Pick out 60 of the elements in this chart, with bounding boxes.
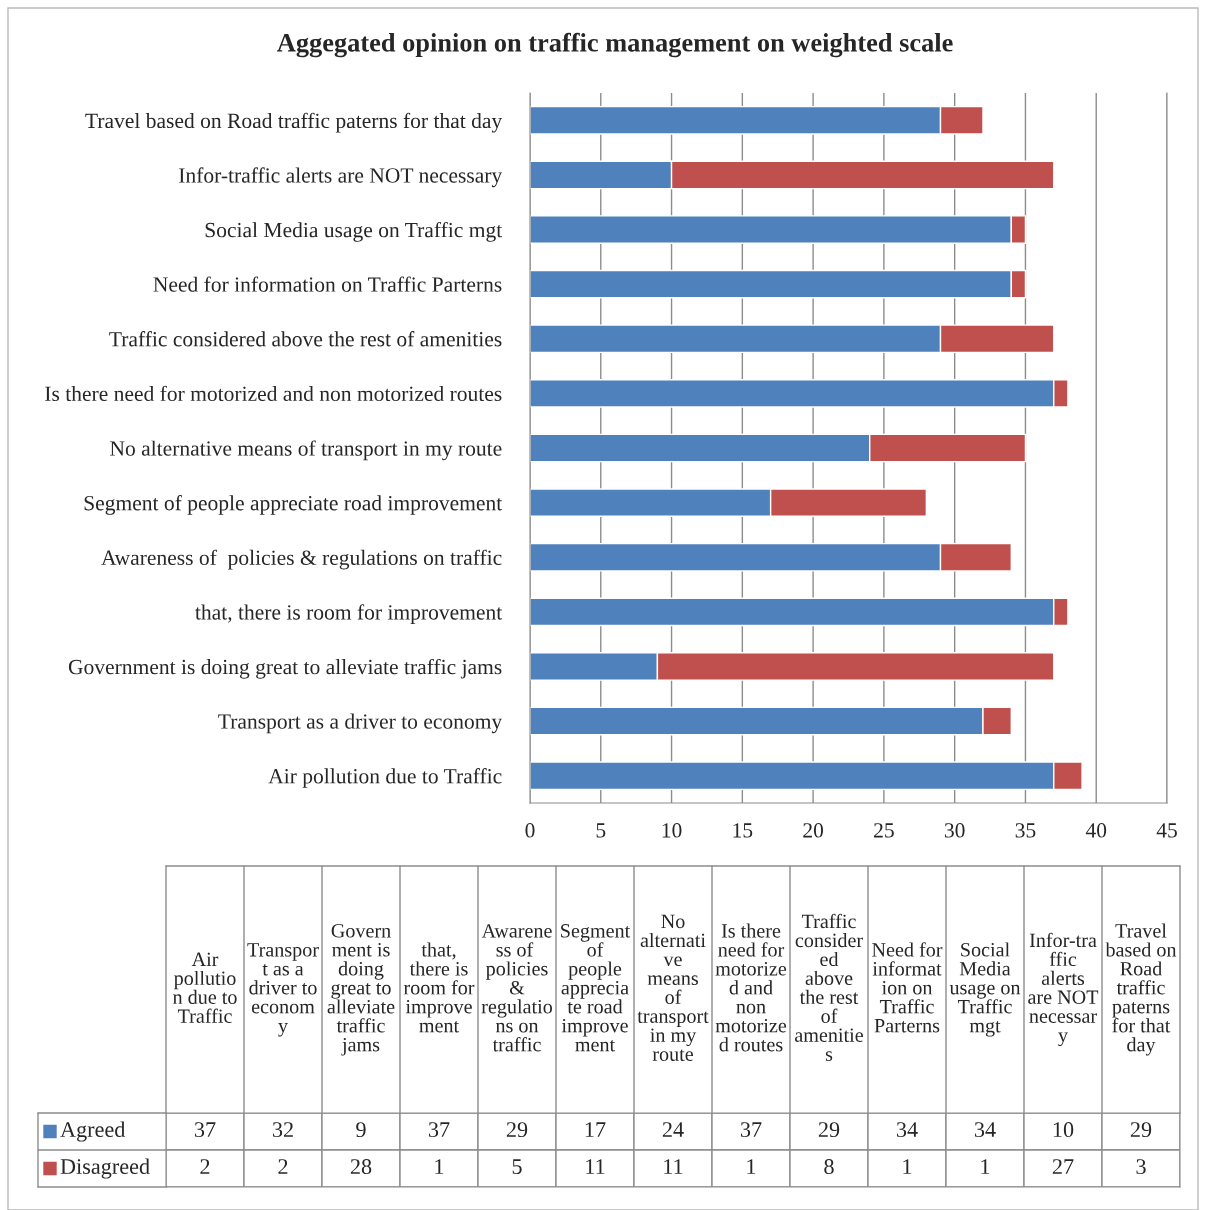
x-tick-label: 20	[803, 823, 824, 838]
chart-title: Aggegated opinion on traffic management on weighted scale	[277, 32, 953, 58]
data-label: 37	[740, 1122, 762, 1138]
x-tick-label: 5	[596, 823, 606, 838]
x-tick-label: Is there need for motorized and non motorized routes	[715, 923, 787, 1052]
y-tick-label: Segment of people appreciate road improvement	[84, 495, 503, 515]
data-label: 37	[194, 1122, 216, 1138]
x-tick-label: 15	[733, 823, 753, 838]
y-tick-label: Social Media usage on Traffic mgt	[205, 221, 503, 242]
y-tick-label: No alternative means of transport in my route	[110, 440, 502, 461]
y-tick-label: Need for information on Traffic Parterns	[153, 276, 502, 292]
x-tick-label: 25	[874, 823, 894, 838]
y-tick-label: that, there is room for improvement	[195, 604, 503, 625]
y-tick-label: Is there need for motorized and non motorized routes	[45, 385, 502, 402]
x-tick-label: 40	[1085, 823, 1107, 838]
x-tick-label: Need for information on Traffic Parterns	[872, 942, 943, 1033]
data-label: 29	[818, 1122, 840, 1138]
data-label: 34	[896, 1122, 918, 1138]
data-label: 2	[278, 1159, 288, 1174]
data-label: 1	[903, 1159, 912, 1174]
x-tick-label: Social Media usage on Traffic mgt	[949, 942, 1021, 1037]
data-label: 2	[200, 1159, 210, 1174]
x-tick-label: No alternative means of transport in my route	[637, 914, 709, 1061]
data-label: 37	[428, 1122, 450, 1138]
legend-label: Disagreed	[60, 1158, 150, 1179]
legend-label: Agreed	[60, 1121, 126, 1142]
y-tick-label: Awareness of policies & regulations on traffic	[101, 549, 502, 570]
data-label: 27	[1052, 1159, 1074, 1174]
y-tick-label: Air pollution due to Traffic	[268, 768, 502, 788]
data-label: 1	[435, 1159, 444, 1174]
x-tick-label: 35	[1015, 823, 1036, 838]
x-tick-label: Traffic considered above the rest of amenities	[795, 913, 863, 1061]
data-label: 3	[1136, 1159, 1146, 1175]
data-label: 1	[747, 1159, 756, 1174]
data-label: 9	[356, 1122, 366, 1138]
data-label: 17	[585, 1122, 606, 1137]
data-label: 1	[981, 1159, 990, 1174]
x-tick-label: 0	[525, 823, 535, 838]
y-tick-label: Traffic considered above the rest of amenities	[109, 331, 502, 347]
y-tick-label: Infor-traffic alerts are NOT necessary	[179, 167, 503, 188]
data-label: 11	[586, 1159, 605, 1174]
y-tick-label: Transport as a driver to economy	[218, 713, 503, 734]
x-tick-label: 10	[662, 823, 682, 838]
data-label: 8	[824, 1159, 834, 1175]
x-tick-label: Infor-traffic alerts are NOT necessary	[1028, 932, 1099, 1047]
data-label: 5	[512, 1159, 522, 1175]
data-label: 32	[272, 1122, 293, 1138]
x-tick-label: 30	[944, 823, 965, 838]
data-label: 11	[664, 1159, 683, 1174]
data-label: 28	[350, 1159, 372, 1175]
data-label: 29	[506, 1122, 528, 1138]
y-tick-label: Travel based on Road traffic paterns for that day	[85, 112, 503, 133]
y-tick-label: Government is doing great to alleviate traffic jams	[68, 658, 502, 679]
data-label: 24	[662, 1122, 684, 1137]
data-label: 29	[1130, 1122, 1152, 1138]
x-tick-label: Travel based on Road traffic paterns for that day	[1105, 923, 1177, 1056]
data-label: 34	[974, 1122, 996, 1138]
x-tick-label: Segment of people appreciate road improvement	[561, 924, 631, 1052]
data-label: 10	[1053, 1122, 1074, 1138]
x-tick-label: 45	[1156, 823, 1177, 838]
